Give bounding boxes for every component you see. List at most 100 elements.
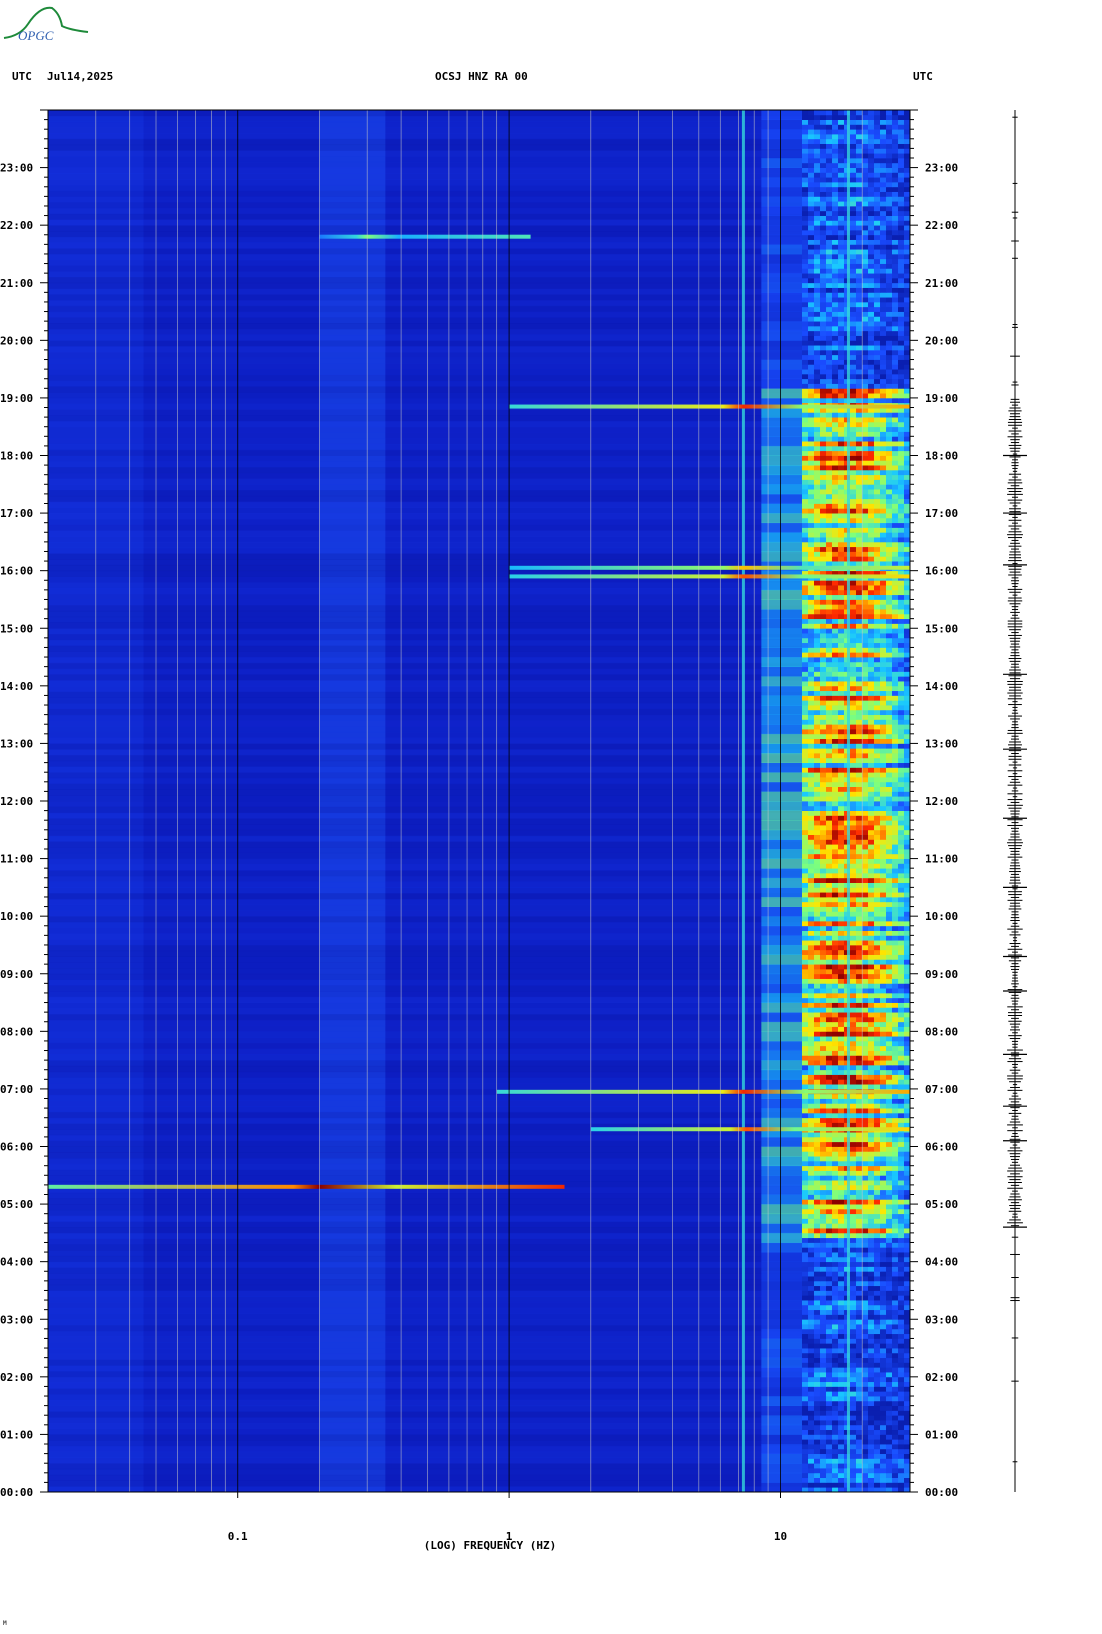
spectrogram-cell (861, 1453, 869, 1459)
spectrogram-cell (831, 1069, 839, 1075)
spectrogram-cell (801, 498, 809, 504)
spectrogram-cell (807, 1189, 815, 1195)
spectrogram-cell (861, 431, 869, 437)
spectrogram-cell (837, 824, 845, 831)
texture-row (48, 1255, 910, 1263)
spectrogram-cell (819, 1376, 827, 1383)
spectrogram-cell (873, 1180, 881, 1186)
spectrogram-cell (807, 681, 815, 687)
spectrogram-cell (807, 714, 815, 720)
spectrogram-cell (855, 249, 863, 255)
spectrogram-cell (801, 714, 809, 720)
spectrogram-cell (849, 1208, 857, 1215)
spectrogram-cell (873, 1300, 881, 1306)
spectrogram-cell (807, 968, 815, 975)
spectrogram-cell (819, 1208, 827, 1215)
spectrogram-cell (903, 421, 910, 428)
texture-row (48, 1319, 910, 1326)
spectrogram-cell (897, 834, 905, 840)
spectrogram-cell (819, 1098, 827, 1104)
texture-row (48, 1359, 910, 1366)
spectrogram-cell (831, 882, 839, 888)
spectrogram-cell (813, 1079, 821, 1085)
spectrogram-cell (831, 1112, 839, 1119)
spectrogram-cell (807, 839, 815, 845)
spectrogram-cell (903, 345, 910, 351)
spectrogram-cell (801, 1271, 809, 1277)
spectrogram-cell (885, 1074, 893, 1080)
spectrogram-cell (819, 983, 827, 989)
texture-row (48, 144, 910, 151)
spectrogram-cell (801, 786, 809, 792)
spectrogram-cell (855, 637, 863, 644)
texture-row (48, 467, 910, 474)
spectrogram-cell (903, 1453, 910, 1459)
spectrogram-cell (825, 1165, 833, 1171)
texture-row (48, 657, 910, 664)
spectrogram-cell (801, 623, 809, 629)
spectrogram-cell (891, 421, 899, 428)
spectrogram-cell (861, 709, 869, 716)
spectrogram-cell (855, 1036, 863, 1042)
texture-row (48, 513, 910, 520)
spectrogram-cell (891, 1242, 899, 1248)
spectrogram-cell (867, 585, 875, 591)
spectrogram-cell (903, 1146, 910, 1152)
spectrogram-cell (813, 930, 821, 936)
spectrogram-cell (903, 618, 910, 624)
spectrogram-cell (807, 753, 815, 759)
spectrogram-cell (807, 1040, 815, 1047)
spectrogram-cell (855, 1180, 863, 1186)
spectrogram-cell (819, 872, 827, 879)
spectrogram-cell (831, 484, 839, 490)
spectrogram-cell (879, 450, 887, 456)
spectrogram-cell (897, 1242, 905, 1248)
texture-row (48, 363, 910, 370)
spectrogram-cell (831, 287, 839, 293)
spectrogram-cell (831, 498, 839, 504)
texture-row (48, 1244, 910, 1251)
spectrogram-cell (897, 455, 905, 461)
spectrogram-cell (867, 983, 875, 989)
spectrogram-cell (891, 1084, 899, 1090)
spectrogram-cell (873, 1223, 881, 1229)
spectrogram-cell (903, 997, 910, 1003)
spectrogram-cell (831, 273, 839, 279)
spectrogram-cell (831, 1199, 839, 1205)
spectrogram-cell (855, 498, 863, 504)
spectrogram-cell (897, 306, 905, 312)
spectrogram-cell (891, 930, 899, 936)
spectrogram-cell (837, 930, 845, 936)
spectrogram-cell (837, 753, 845, 759)
spectrogram-cell (891, 1256, 899, 1263)
spectrogram-cell (813, 1204, 821, 1210)
spectrogram-cell (891, 1328, 899, 1335)
spectrogram-cell (891, 887, 899, 893)
spectrogram-cell (819, 393, 827, 399)
spectrogram-cell (819, 369, 827, 375)
spectrogram-cell (873, 1189, 881, 1195)
spectrogram-cell (879, 508, 887, 514)
spectrogram-cell (801, 1141, 809, 1147)
spectrogram-cell (825, 273, 833, 279)
spectrogram-cell (813, 1122, 821, 1128)
spectrogram-cell (861, 349, 869, 356)
spectrogram-cell (801, 628, 809, 634)
spectrogram-cell (837, 546, 845, 552)
spectrogram-cell (825, 1036, 833, 1042)
spectrogram-cell (891, 786, 899, 792)
spectrogram-cell (861, 1314, 869, 1320)
spectrogram-cell (807, 1208, 815, 1215)
spectrogram-cell (825, 364, 833, 370)
spectrogram-cell (879, 709, 887, 716)
spectrogram-cell (819, 1266, 827, 1272)
spectrogram-cell (867, 1223, 875, 1229)
spectrogram-cell (849, 642, 857, 648)
spectrogram-cell (897, 1141, 905, 1147)
spectrogram-cell (885, 585, 893, 591)
spectrogram-cell (813, 436, 821, 442)
spectrogram-cell (831, 1444, 839, 1450)
spectrogram-cell (813, 877, 821, 883)
spectrogram-cell (855, 968, 863, 975)
spectrogram-cell (825, 810, 833, 816)
